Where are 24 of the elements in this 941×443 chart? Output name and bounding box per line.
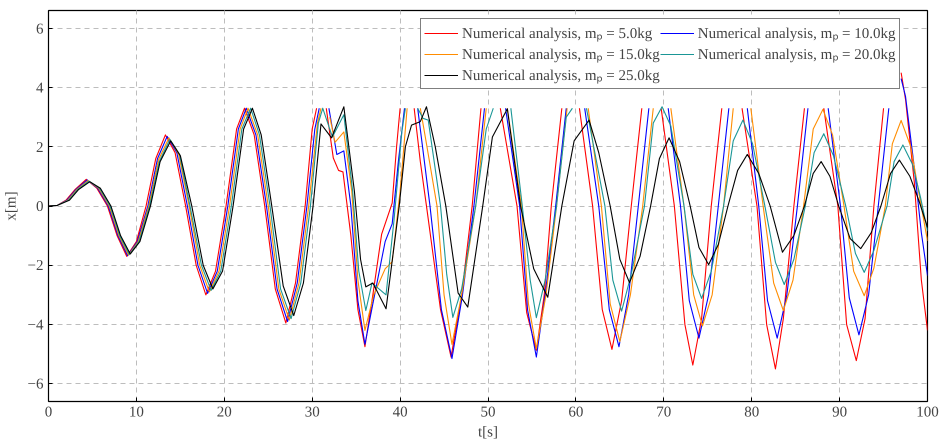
legend-label: Numerical analysis, mₚ = 10.0kg	[698, 25, 896, 43]
y-axis-title: x[m]	[4, 191, 20, 221]
y-tick-label: 0	[36, 199, 44, 215]
x-tick-label: 30	[304, 404, 320, 420]
y-tick-label: −4	[28, 317, 44, 334]
x-axis-title: t[s]	[478, 424, 498, 440]
legend-label: Numerical analysis, mₚ = 20.0kg	[698, 46, 896, 64]
x-tick-label: 100	[916, 404, 939, 420]
x-tick-label: 70	[656, 404, 672, 420]
x-tick-label: 20	[216, 404, 232, 420]
x-tick-label: 10	[128, 404, 144, 420]
x-tick-label: 60	[568, 404, 584, 420]
legend-label: Numerical analysis, mₚ = 5.0kg	[462, 25, 652, 43]
y-tick-label: 6	[36, 21, 44, 38]
y-tick-label: 2	[36, 140, 44, 156]
y-tick-label: −6	[28, 376, 44, 393]
y-tick-label: 4	[36, 80, 44, 97]
x-tick-label: 90	[832, 404, 848, 420]
x-tick-label: 40	[392, 404, 408, 420]
y-tick-label: −2	[28, 258, 44, 274]
x-tick-label: 80	[744, 404, 760, 420]
legend-label: Numerical analysis, mₚ = 15.0kg	[462, 46, 660, 64]
x-tick-label: 50	[480, 404, 496, 420]
legend-label: Numerical analysis, mₚ = 25.0kg	[462, 67, 660, 85]
